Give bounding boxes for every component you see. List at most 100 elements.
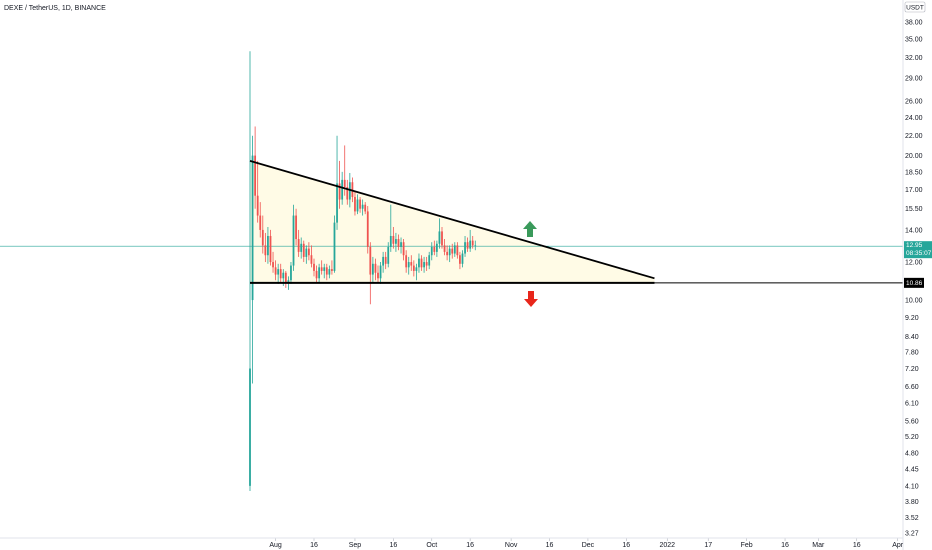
candle-body [382, 256, 385, 266]
x-tick-label: Sep [349, 542, 362, 549]
y-tick-label: 15.50 [905, 206, 923, 213]
candle-body [338, 183, 341, 200]
y-tick-label: 24.00 [905, 115, 923, 122]
candle-body [446, 251, 449, 256]
candle-body [397, 239, 400, 247]
y-tick-label: 38.00 [905, 19, 923, 26]
candle [254, 126, 257, 209]
candle-body [379, 265, 382, 279]
candle [469, 229, 472, 252]
candle-body [451, 248, 454, 254]
x-tick-label: 16 [853, 542, 861, 549]
candle [435, 240, 438, 257]
price-axis[interactable]: 41.0038.0035.0032.0029.0026.0024.0022.00… [905, 4, 923, 538]
candle [302, 240, 305, 263]
candle-body [272, 262, 274, 268]
candle [425, 256, 428, 271]
candle-body [435, 243, 438, 252]
candle [448, 245, 451, 263]
candle-body [407, 262, 410, 268]
candle [313, 258, 315, 277]
candle-body [395, 239, 397, 244]
candles-layer [249, 51, 477, 492]
candle-body [313, 263, 315, 271]
y-tick-label: 9.20 [905, 315, 919, 322]
candle-body [325, 267, 328, 275]
y-tick-label: 18.50 [905, 169, 923, 176]
candle [277, 263, 280, 285]
currency-button[interactable]: USDT [904, 1, 926, 13]
candle [418, 253, 420, 273]
candle-body [466, 242, 469, 249]
candle [315, 265, 318, 283]
candle [443, 239, 446, 256]
candle-body [471, 240, 474, 246]
y-tick-label: 4.45 [905, 466, 919, 473]
current-price-badge: 12.95 08:35:07 [904, 241, 932, 259]
candle-body [341, 179, 344, 200]
candle [259, 202, 262, 238]
descending-trendline[interactable] [249, 160, 655, 280]
support-price-badge: 10.86 [904, 277, 924, 288]
candle [359, 196, 361, 213]
y-tick-label: 6.10 [905, 401, 919, 408]
candle [356, 194, 359, 215]
candle-body [433, 246, 436, 252]
candle-body [331, 269, 333, 271]
candle-body [295, 215, 297, 240]
candle [318, 263, 321, 283]
symbol-title: DEXE / TetherUS, 1D, BINANCE [4, 5, 106, 12]
candle [346, 179, 349, 205]
candle-body [269, 235, 272, 263]
candle [272, 251, 274, 273]
candle [256, 160, 259, 223]
x-tick-label: 16 [622, 542, 630, 549]
x-tick-label: Feb [741, 542, 753, 549]
y-tick-label: 17.00 [905, 187, 923, 194]
candle-body [402, 242, 405, 256]
candle [300, 237, 303, 259]
candle [400, 237, 402, 254]
candle [428, 251, 431, 270]
candle-body [459, 255, 461, 264]
y-tick-label: 29.00 [905, 76, 923, 83]
triangle-pattern-fill [250, 160, 655, 283]
candle-body [287, 280, 290, 283]
candle-body [441, 231, 443, 246]
candle [379, 262, 382, 285]
candle [389, 204, 392, 252]
candle-body [290, 265, 292, 281]
candle-body [302, 243, 305, 257]
candle-body [284, 272, 287, 283]
candle [369, 242, 372, 305]
candle [410, 255, 413, 271]
candle [395, 232, 397, 252]
candle [361, 199, 364, 216]
support-price-label: 10.86 [906, 280, 923, 287]
x-tick-label: Dec [582, 542, 595, 549]
candle [464, 235, 466, 257]
candle-body [374, 263, 377, 273]
candle-body [256, 195, 259, 216]
candle-body [320, 267, 323, 271]
candle [387, 242, 390, 268]
candle-body [277, 269, 280, 275]
candle [474, 240, 477, 251]
time-axis[interactable]: Aug 16 Sep 16 Oct 16 Nov 16 Dec 16 2022 17 Feb 16 Mar 1… [269, 542, 932, 549]
candle-body [356, 199, 359, 212]
candle [374, 258, 377, 281]
candle [336, 135, 338, 230]
y-tick-label: 7.20 [905, 366, 919, 373]
candle [371, 256, 374, 283]
candle [354, 191, 356, 216]
y-tick-label: 8.40 [905, 334, 919, 341]
candle-body [264, 245, 267, 256]
candle [251, 135, 254, 384]
candle [415, 263, 418, 281]
y-tick-label: 4.80 [905, 451, 919, 458]
candle [456, 242, 459, 259]
y-tick-label: 3.80 [905, 499, 919, 506]
candle-body [328, 269, 331, 275]
candle [295, 208, 297, 246]
